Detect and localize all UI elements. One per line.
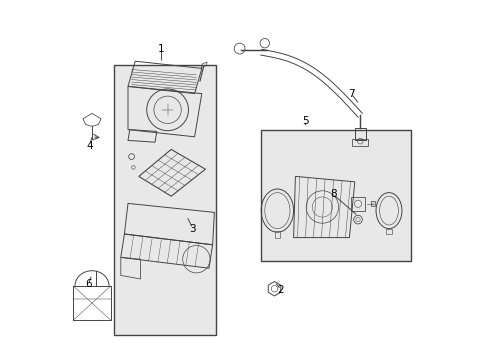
Bar [274,231,280,238]
Text: 5: 5 [302,116,309,126]
Text: 8: 8 [330,189,337,199]
Text: 4: 4 [87,141,94,151]
Text: 6: 6 [85,279,92,289]
Bar [352,139,368,146]
Text: 1: 1 [158,44,165,54]
Bar [261,130,411,261]
Bar [355,128,366,140]
Text: 7: 7 [348,89,354,99]
Bar [114,65,216,335]
Bar [351,197,365,211]
Bar [387,229,392,234]
Text: 3: 3 [190,224,196,234]
Text: 2: 2 [278,285,284,295]
